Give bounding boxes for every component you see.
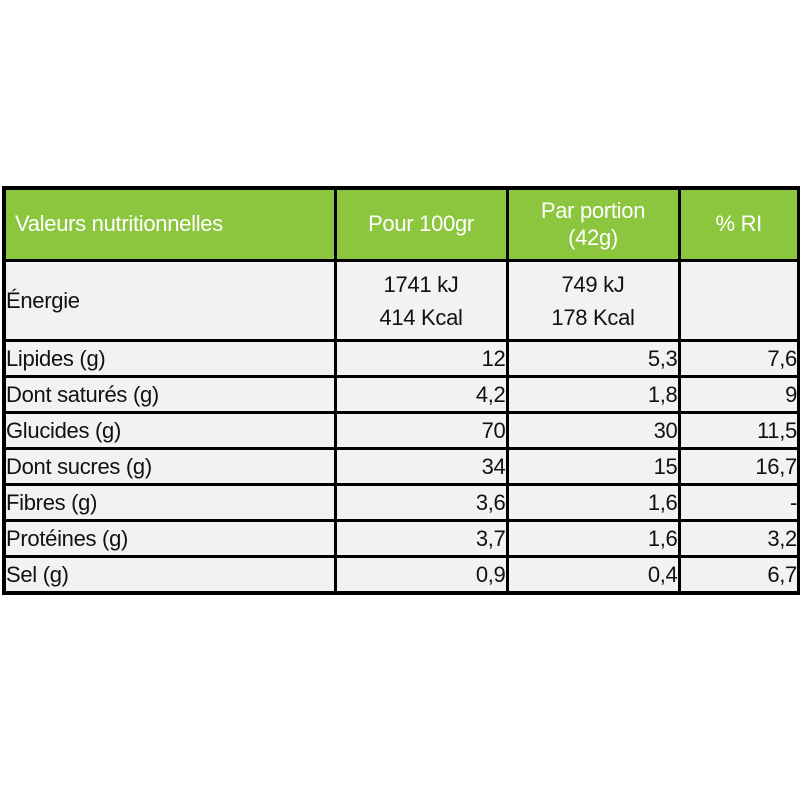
table-row: Glucides (g) 70 30 11,5 <box>2 411 800 450</box>
row-label: Protéines (g) <box>2 519 337 558</box>
row-label: Dont saturés (g) <box>2 375 337 414</box>
energy-per-portion-kcal: 178 Kcal <box>551 304 635 330</box>
energy-per-portion-cell: 749 kJ 178 Kcal <box>505 259 681 342</box>
value-percent-ri: 3,2 <box>677 519 800 558</box>
header-values-label: Valeurs nutritionnelles <box>2 186 337 262</box>
table-row: Sel (g) 0,9 0,4 6,7 <box>2 555 800 595</box>
row-label: Glucides (g) <box>2 411 337 450</box>
value-percent-ri: 7,6 <box>677 339 800 378</box>
value-per-100g: 3,7 <box>333 519 509 558</box>
header-row: Valeurs nutritionnelles Pour 100gr Par p… <box>2 186 800 262</box>
row-label: Sel (g) <box>2 555 337 595</box>
header-per-100g: Pour 100gr <box>333 186 509 262</box>
value-per-portion: 1,6 <box>505 483 681 522</box>
header-per-portion: Par portion (42g) <box>505 186 681 262</box>
table-row: Dont sucres (g) 34 15 16,7 <box>2 447 800 486</box>
energy-ri-cell <box>677 259 800 342</box>
energy-per-100g-cell: 1741 kJ 414 Kcal <box>333 259 509 342</box>
header-percent-ri: % RI <box>677 186 800 262</box>
value-per-portion: 0,4 <box>505 555 681 595</box>
row-label: Énergie <box>2 259 337 342</box>
value-per-portion: 15 <box>505 447 681 486</box>
table-header: Valeurs nutritionnelles Pour 100gr Par p… <box>2 186 800 262</box>
energy-per-portion-kj: 749 kJ <box>561 271 625 297</box>
value-per-portion: 5,3 <box>505 339 681 378</box>
value-percent-ri: 11,5 <box>677 411 800 450</box>
row-label: Dont sucres (g) <box>2 447 337 486</box>
table-row-energy: Énergie 1741 kJ 414 Kcal 749 kJ 178 Kcal <box>2 259 800 342</box>
value-per-100g: 12 <box>333 339 509 378</box>
nutrition-table-container: Valeurs nutritionnelles Pour 100gr Par p… <box>2 186 800 595</box>
value-per-100g: 3,6 <box>333 483 509 522</box>
value-percent-ri: 16,7 <box>677 447 800 486</box>
table-row: Lipides (g) 12 5,3 7,6 <box>2 339 800 378</box>
energy-per-100g-kcal: 414 Kcal <box>379 304 463 330</box>
value-percent-ri: 6,7 <box>677 555 800 595</box>
energy-per-100g-kj: 1741 kJ <box>383 271 459 297</box>
table-row: Fibres (g) 3,6 1,6 - <box>2 483 800 522</box>
row-label: Lipides (g) <box>2 339 337 378</box>
value-per-100g: 4,2 <box>333 375 509 414</box>
value-per-portion: 30 <box>505 411 681 450</box>
value-per-portion: 1,8 <box>505 375 681 414</box>
value-per-100g: 0,9 <box>333 555 509 595</box>
value-percent-ri: - <box>677 483 800 522</box>
row-label: Fibres (g) <box>2 483 337 522</box>
table-body: Énergie 1741 kJ 414 Kcal 749 kJ 178 Kcal… <box>2 259 800 595</box>
value-per-portion: 1,6 <box>505 519 681 558</box>
value-per-100g: 34 <box>333 447 509 486</box>
value-percent-ri: 9 <box>677 375 800 414</box>
table-row: Dont saturés (g) 4,2 1,8 9 <box>2 375 800 414</box>
table-row: Protéines (g) 3,7 1,6 3,2 <box>2 519 800 558</box>
nutrition-table: Valeurs nutritionnelles Pour 100gr Par p… <box>2 186 800 595</box>
value-per-100g: 70 <box>333 411 509 450</box>
